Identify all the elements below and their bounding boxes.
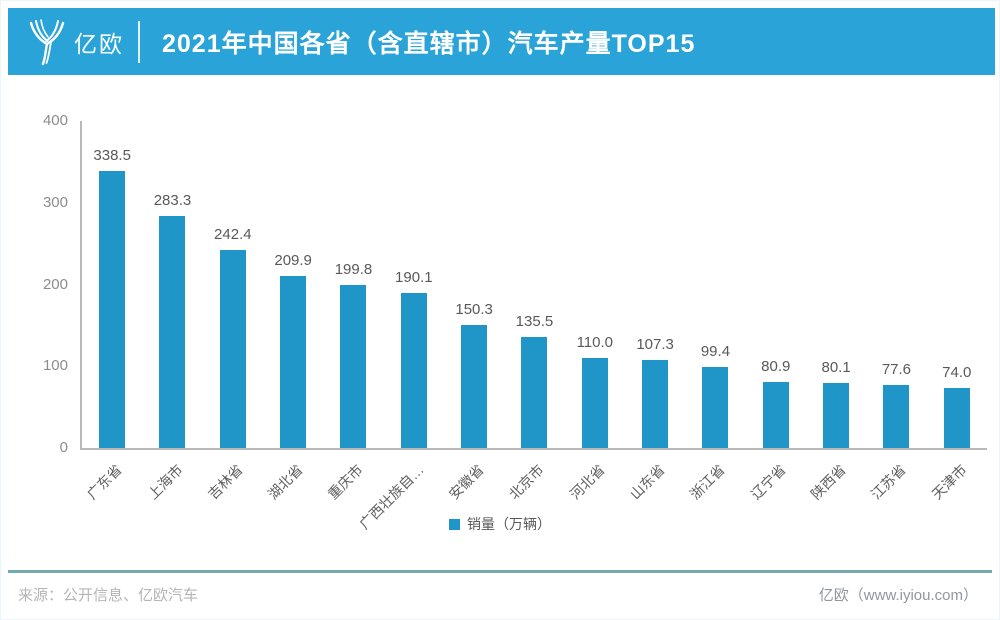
- bar: [581, 358, 608, 448]
- bar: [883, 384, 910, 448]
- bar-value-label: 190.1: [395, 268, 433, 286]
- bar-slot: 74.0 天津市: [927, 121, 987, 503]
- bar-slot: 99.4 浙江省: [685, 121, 745, 503]
- bar-slot: 135.5 北京市: [504, 121, 564, 502]
- y-axis-tick-label: 200: [42, 275, 68, 293]
- header-banner: 亿欧 2021年中国各省（含直辖市）汽车产量TOP15: [8, 8, 995, 75]
- bar: [340, 284, 367, 448]
- brand-logo: 亿欧: [24, 18, 124, 66]
- bar-slot: 77.6 江苏省: [866, 121, 926, 503]
- bar: [943, 387, 970, 448]
- bar-value-label: 338.5: [93, 147, 131, 165]
- bar-slot: 107.3 山东省: [625, 121, 685, 502]
- bar-value-label: 80.1: [821, 358, 851, 376]
- y-axis-tick-label: 300: [42, 193, 68, 211]
- bar: [642, 360, 669, 448]
- bar-value-label: 199.8: [334, 260, 373, 278]
- bar-value-label: 209.9: [274, 252, 312, 270]
- iyiou-logo-icon: [29, 18, 65, 65]
- bar-slot: 150.3 安徽省: [444, 121, 504, 502]
- bar: [702, 366, 729, 448]
- bar: [461, 325, 488, 448]
- banner-divider: [138, 20, 140, 63]
- x-axis-label: 天津市: [928, 461, 970, 503]
- x-axis-label: 上海市: [144, 461, 186, 503]
- bar-value-label: 107.3: [636, 336, 674, 354]
- x-axis-label: 重庆市: [325, 461, 367, 503]
- y-axis-tick-label: 100: [42, 357, 68, 375]
- source-text: 来源：公开信息、亿欧汽车: [18, 587, 199, 604]
- bar-slot: 110.0 河北省: [565, 121, 625, 502]
- x-axis-label: 吉林省: [204, 461, 246, 503]
- x-axis-label: 浙江省: [687, 461, 729, 503]
- y-axis-tick-label: 0: [59, 439, 68, 456]
- x-axis-label: 湖北省: [264, 461, 306, 503]
- bar-slot: 283.3 上海市: [142, 121, 202, 502]
- footer-divider: [8, 570, 992, 573]
- x-axis-label: 山东省: [626, 461, 668, 503]
- bar: [99, 171, 126, 448]
- bar: [159, 216, 186, 448]
- bar: [219, 249, 246, 448]
- bar-value-label: 80.9: [761, 357, 791, 375]
- logo-text: 亿欧: [74, 30, 124, 57]
- plot-area: 338.5 广东省 283.3 上海市 242.4 吉林省 209.9 湖北省 199.8 重庆市…: [80, 121, 987, 533]
- bar: [762, 381, 789, 448]
- bar-value-label: 283.3: [153, 192, 192, 210]
- x-axis-label: 安徽省: [445, 461, 487, 503]
- bar-value-label: 135.5: [515, 313, 554, 331]
- bar-slot: 80.9 辽宁省: [746, 121, 806, 503]
- bar-slot: 80.1 陕西省: [806, 121, 866, 503]
- x-axis-label: 广西壮族自…: [355, 461, 427, 533]
- chart-title: 2021年中国各省（含直辖市）汽车产量TOP15: [162, 29, 696, 58]
- bar-slot: 190.1 广西壮族自…: [356, 121, 444, 533]
- bar-slot: 338.5 广东省: [82, 121, 142, 502]
- x-axis-label: 辽宁省: [747, 461, 789, 503]
- y-axis-tick-label: 400: [42, 112, 68, 129]
- bar-slot: 209.9 湖北省: [263, 121, 323, 502]
- credit-text: 亿欧（www.iyiou.com）: [818, 587, 978, 604]
- legend-swatch: [449, 518, 460, 530]
- bar: [400, 292, 427, 448]
- bar: [823, 382, 850, 448]
- bar: [521, 337, 548, 448]
- bar-value-label: 99.4: [700, 342, 731, 360]
- bar-value-label: 150.3: [455, 301, 493, 319]
- bar-value-label: 110.0: [576, 334, 613, 352]
- bar-value-label: 77.6: [881, 360, 912, 378]
- bar-value-label: 242.4: [214, 225, 252, 243]
- x-axis-label: 广东省: [83, 461, 125, 503]
- bar-value-label: 74.0: [942, 363, 972, 381]
- bar-slot: 242.4 吉林省: [203, 121, 263, 503]
- x-axis-label: 江苏省: [868, 461, 910, 503]
- bar: [280, 276, 307, 448]
- x-axis-label: 河北省: [566, 461, 608, 503]
- legend: 销量（万辆）: [449, 514, 551, 534]
- x-axis-label: 北京市: [506, 461, 548, 503]
- legend-label: 销量（万辆）: [467, 516, 551, 532]
- x-axis-label: 陕西省: [807, 461, 849, 503]
- bar-slot: 199.8 重庆市: [323, 121, 383, 503]
